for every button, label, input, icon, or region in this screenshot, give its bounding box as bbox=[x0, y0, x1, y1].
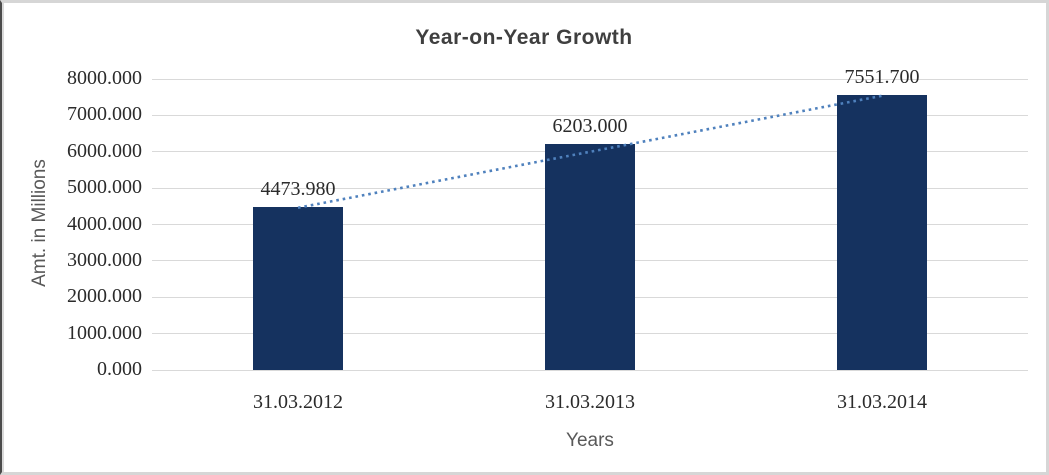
bar bbox=[837, 95, 927, 370]
y-tick-label: 4000.000 bbox=[67, 212, 142, 235]
y-tick-label: 2000.000 bbox=[67, 285, 142, 308]
y-tick-label: 6000.000 bbox=[67, 139, 142, 162]
bar-data-label: 7551.700 bbox=[844, 66, 920, 89]
plot-area: 4473.980 6203.000 7551.700 bbox=[152, 66, 1028, 371]
x-tick-label: 31.03.2013 bbox=[545, 391, 635, 413]
gridline bbox=[152, 78, 1028, 80]
gridline bbox=[152, 114, 1028, 116]
gridline bbox=[152, 369, 1028, 371]
bar-data-label: 6203.000 bbox=[552, 115, 628, 138]
bar-data-label: 4473.980 bbox=[260, 178, 336, 201]
y-tick-label: 3000.000 bbox=[67, 248, 142, 271]
bar bbox=[253, 207, 343, 370]
y-tick-label: 7000.000 bbox=[67, 103, 142, 126]
y-tick-label: 8000.000 bbox=[67, 67, 142, 89]
y-tick-label: 0.000 bbox=[97, 358, 142, 380]
y-tick-label: 5000.000 bbox=[67, 176, 142, 199]
chart-title: Year-on-Year Growth bbox=[415, 26, 633, 49]
y-tick-label: 1000.000 bbox=[67, 321, 142, 344]
bar bbox=[545, 144, 635, 370]
x-axis-title: Years bbox=[566, 430, 614, 451]
x-tick-label: 31.03.2012 bbox=[253, 391, 343, 413]
x-tick-label: 31.03.2014 bbox=[837, 391, 927, 413]
trendline bbox=[297, 94, 883, 210]
